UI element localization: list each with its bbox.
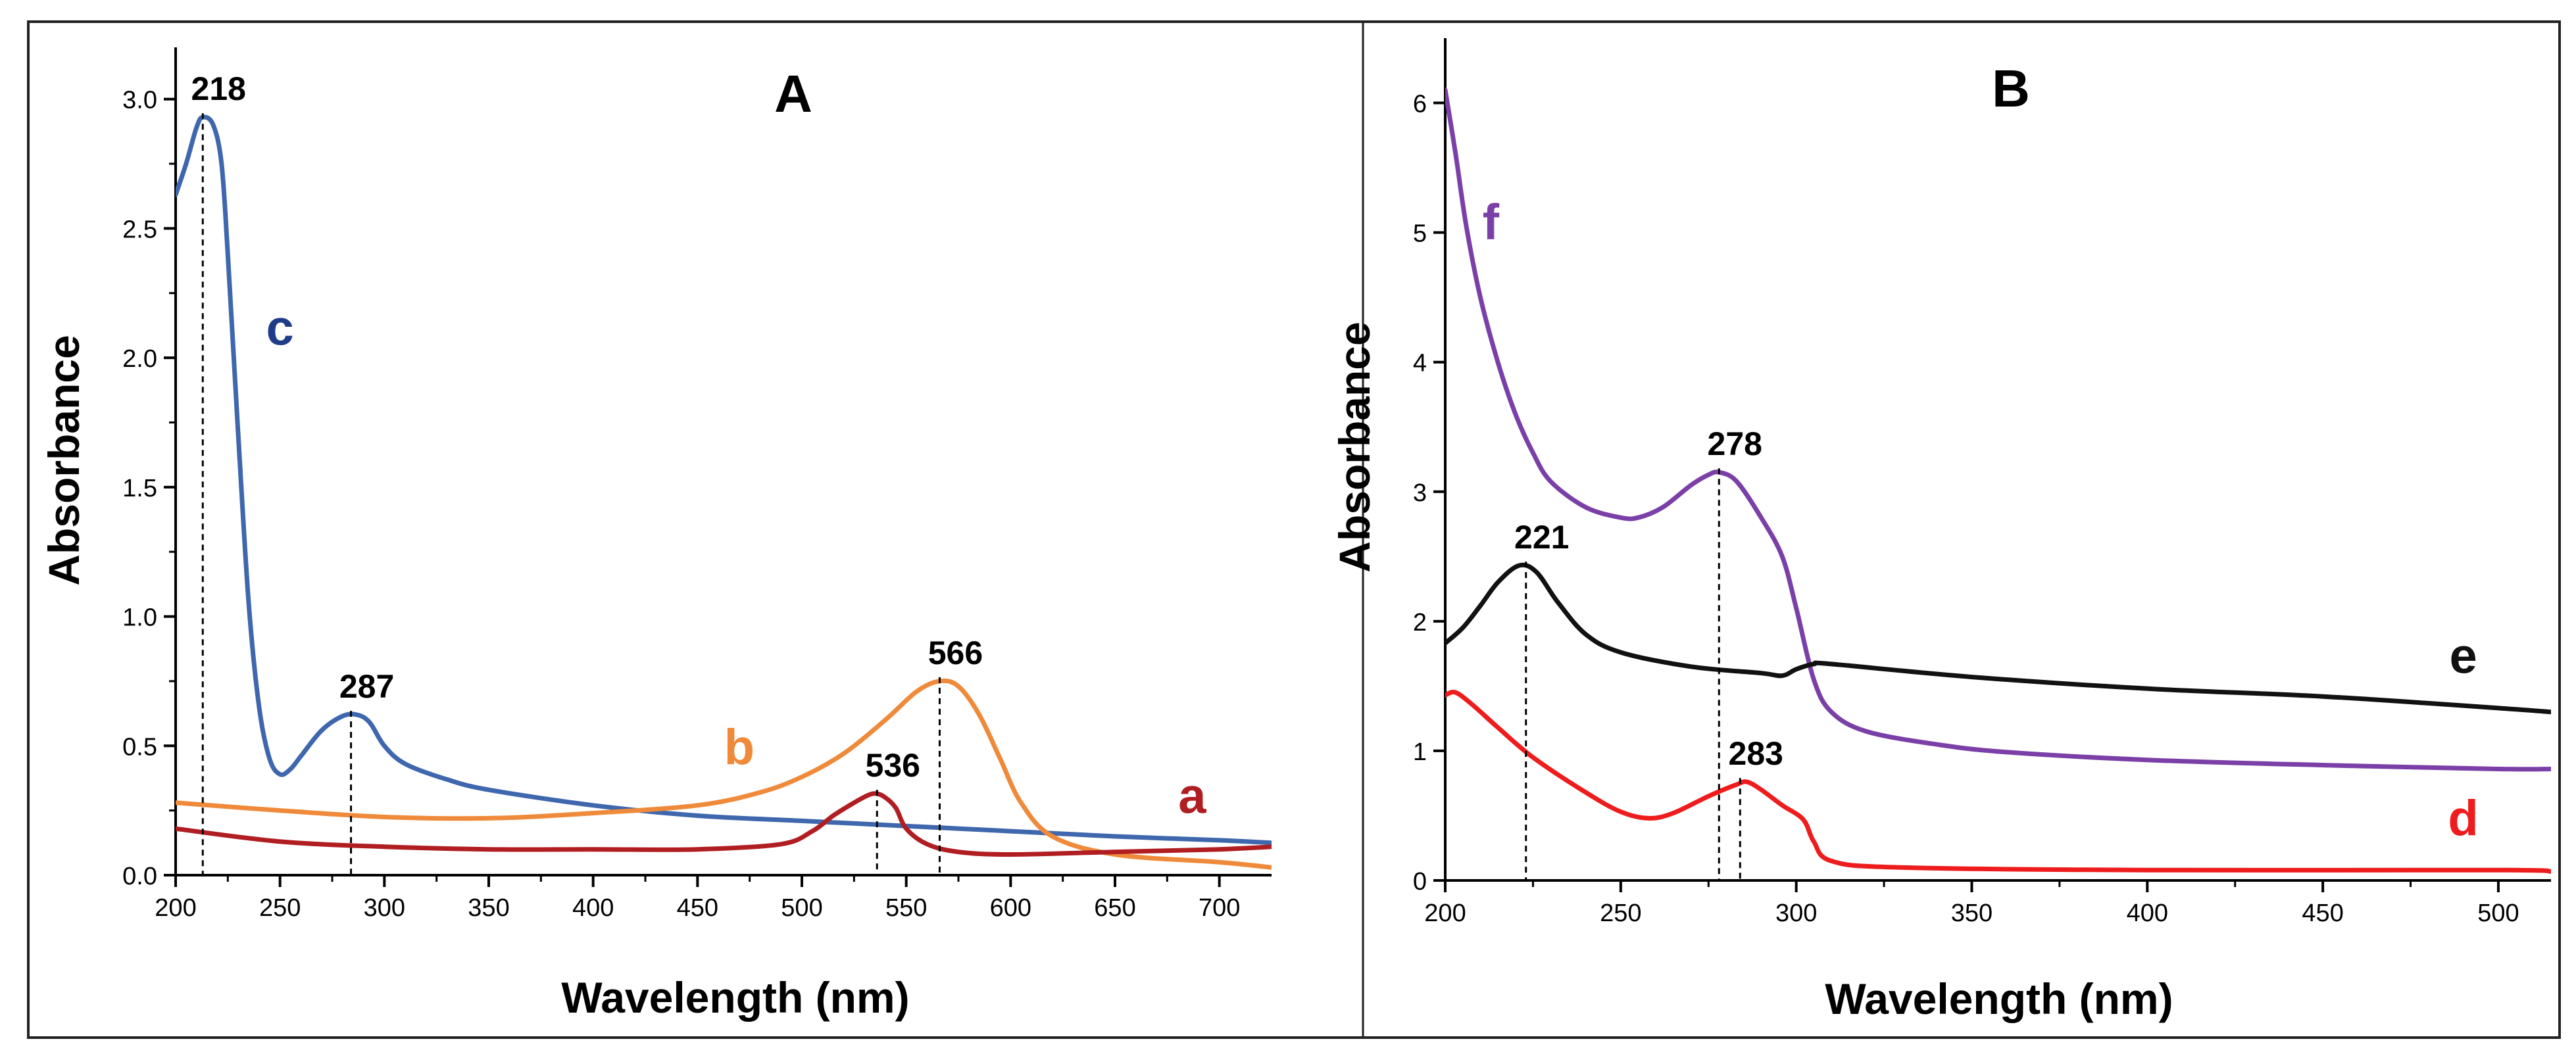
series-e-line: [1445, 562, 2551, 715]
panel-title: A: [774, 64, 812, 123]
y-axis-title: Absorbance: [1330, 322, 1379, 572]
y-tick-label: 1: [1413, 738, 1427, 766]
series-d-line: [1445, 690, 2551, 874]
peak-label: 566: [928, 635, 983, 671]
x-tick-label: 350: [468, 894, 509, 922]
series-a-line: [176, 791, 1272, 857]
y-axis-title: Absorbance: [39, 335, 88, 585]
peak-label: 287: [339, 668, 394, 705]
peak-label: 536: [866, 747, 920, 784]
y-tick-label: 3: [1413, 479, 1427, 507]
x-tick-label: 400: [572, 894, 614, 922]
y-tick-label: 2: [1413, 609, 1427, 636]
peak-label: 218: [191, 70, 246, 107]
curve-label-e: e: [2449, 629, 2477, 684]
panel-b: 200 250 300 350 400 450 500 0 1 2 3 4 5 6 B Wavelength …: [1330, 38, 2551, 1023]
x-tick-label: 350: [1951, 900, 1993, 927]
x-tick-label: 500: [781, 894, 822, 922]
y-tick-label: 2.5: [122, 216, 157, 243]
series-b-line: [176, 678, 1272, 870]
x-tick-label: 550: [885, 894, 927, 922]
x-tick-label: 700: [1199, 894, 1240, 922]
x-axis-title: Wavelength (nm): [1825, 974, 2173, 1023]
series-c-line: [176, 114, 1272, 846]
y-tick-label: 2.0: [122, 345, 157, 373]
y-tick-label: 4: [1413, 350, 1427, 377]
y-tick-label: 0.5: [122, 733, 157, 761]
panel-a: 200 250 300 350 400 450 500 550 600 650 700 0.0 0.5 1…: [39, 47, 1272, 1022]
x-tick-label: 650: [1094, 894, 1135, 922]
x-tick-label: 200: [1424, 900, 1466, 927]
y-tick-label: 1.0: [122, 604, 157, 632]
x-tick-label: 450: [677, 894, 718, 922]
y-tick-label: 0.0: [122, 863, 157, 890]
figure-border: [27, 20, 2561, 1039]
series-f-line: [1445, 87, 2551, 772]
y-tick-label: 3.0: [122, 87, 157, 114]
x-axis-title: Wavelength (nm): [561, 973, 909, 1022]
y-tick-label: 1.5: [122, 475, 157, 502]
peak-label: 283: [1729, 735, 1783, 772]
x-tick-label: 250: [259, 894, 301, 922]
curve-label-f: f: [1483, 194, 1500, 250]
panel-title: B: [1992, 59, 2030, 118]
curve-label-d: d: [2448, 790, 2478, 846]
y-tick-label: 5: [1413, 220, 1427, 248]
curve-label-c: c: [266, 300, 294, 356]
y-tick-label: 6: [1413, 91, 1427, 118]
curve-label-b: b: [724, 719, 755, 775]
x-tick-label: 500: [2477, 900, 2519, 927]
curve-label-a: a: [1178, 769, 1206, 825]
x-tick-label: 400: [2127, 900, 2168, 927]
peak-label: 221: [1514, 519, 1569, 556]
y-tick-label: 0: [1413, 868, 1427, 896]
x-tick-label: 250: [1600, 900, 1641, 927]
x-tick-label: 600: [990, 894, 1031, 922]
x-tick-label: 450: [2302, 900, 2343, 927]
x-tick-label: 300: [1775, 900, 1817, 927]
peak-label: 278: [1708, 425, 1762, 462]
x-tick-label: 200: [155, 894, 196, 922]
x-tick-label: 300: [364, 894, 405, 922]
